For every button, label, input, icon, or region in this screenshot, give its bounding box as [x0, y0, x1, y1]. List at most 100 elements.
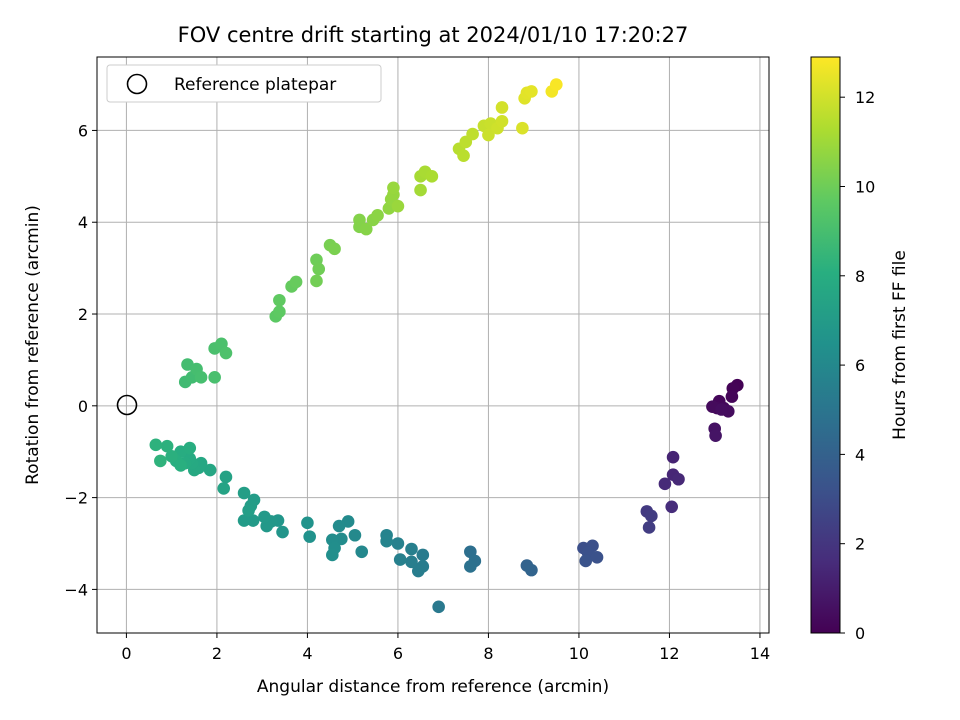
data-point: [160, 439, 174, 453]
data-point: [301, 516, 314, 530]
data-point: [525, 563, 538, 577]
data-point: [579, 554, 593, 568]
colorbar-title: Hours from first FF file: [890, 250, 910, 440]
data-point: [359, 222, 373, 236]
x-tick-label: 12: [659, 644, 679, 663]
data-point: [219, 470, 233, 484]
colorbar-gradient: [810, 56, 841, 634]
y-axis-title: Rotation from reference (arcmin): [23, 205, 43, 485]
x-tick-label: 0: [121, 644, 131, 663]
data-point: [165, 449, 178, 463]
data-point: [642, 521, 656, 534]
data-point: [312, 262, 326, 276]
colorbar-tick-label: 10: [855, 177, 875, 196]
data-point: [242, 504, 255, 517]
colorbar: 0 2 4 6 8 10 12 Hours from first FF file: [810, 56, 910, 643]
x-tick-label: 2: [212, 644, 222, 663]
x-axis-title: Angular distance from reference (arcmin): [257, 677, 609, 697]
colorbar-tick-label: 2: [855, 535, 865, 554]
data-point: [310, 274, 323, 288]
y-tick-label: 6: [78, 121, 88, 140]
data-point: [355, 545, 369, 559]
data-point: [414, 183, 427, 197]
legend-box: [106, 64, 382, 103]
data-point: [174, 459, 188, 472]
data-point: [353, 213, 366, 227]
data-point: [348, 528, 362, 542]
data-point: [516, 121, 529, 135]
colorbar-tick-label: 4: [855, 445, 865, 464]
data-point: [645, 509, 658, 523]
data-point: [525, 85, 538, 98]
data-point: [725, 390, 739, 403]
legend: Reference platepar: [106, 64, 382, 103]
data-point: [411, 564, 425, 578]
data-point: [273, 293, 286, 307]
data-point: [326, 548, 339, 562]
data-point: [183, 441, 197, 455]
x-tick-label: 6: [393, 644, 403, 663]
data-point: [466, 127, 479, 141]
data-point: [246, 514, 260, 527]
data-point: [391, 199, 405, 213]
data-point: [715, 403, 728, 416]
data-point: [237, 514, 251, 527]
colorbar-tick-label: 8: [855, 267, 865, 286]
data-point: [328, 242, 341, 256]
data-point: [335, 532, 348, 546]
x-tick-label: 10: [569, 644, 589, 663]
colorbar-tick-label: 6: [855, 356, 865, 375]
data-point: [432, 600, 445, 614]
legend-marker-icon: [126, 73, 148, 95]
x-tick-label: 4: [302, 644, 312, 663]
colorbar-tick-label: 12: [855, 88, 875, 107]
data-point: [273, 305, 286, 319]
data-point: [194, 371, 208, 384]
data-point: [405, 555, 418, 569]
data-point: [482, 128, 495, 142]
y-axis-ticks: −4 −2 0 2 4 6: [64, 121, 97, 599]
data-point: [149, 438, 163, 452]
data-point: [371, 209, 384, 222]
data-point: [391, 537, 405, 550]
data-point: [203, 463, 217, 477]
data-point: [332, 519, 346, 533]
data-point: [219, 346, 233, 360]
data-point: [425, 170, 439, 183]
data-points: [149, 78, 744, 614]
grid-lines: [97, 57, 769, 633]
data-point: [393, 553, 407, 566]
x-tick-label: 8: [483, 644, 493, 663]
x-axis-ticks: 0 2 4 6 8 10 12 14: [121, 633, 770, 663]
data-point: [289, 275, 303, 289]
data-point: [495, 101, 509, 114]
data-point: [709, 429, 722, 442]
y-tick-label: 0: [78, 397, 88, 416]
x-tick-label: 14: [750, 644, 770, 663]
data-point: [457, 149, 470, 162]
data-point: [208, 371, 221, 384]
y-tick-label: 2: [78, 305, 88, 324]
data-point: [303, 530, 316, 543]
colorbar-tick-label: 0: [855, 624, 865, 643]
y-tick-label: 4: [78, 213, 88, 232]
data-point: [666, 450, 680, 464]
data-point: [276, 525, 289, 539]
y-tick-label: −2: [64, 489, 88, 508]
data-point: [672, 472, 685, 486]
data-point: [495, 114, 509, 128]
data-point: [464, 560, 477, 573]
legend-label: Reference platepar: [174, 75, 336, 95]
data-point: [665, 500, 679, 514]
plot-frame: [96, 56, 770, 634]
data-point: [387, 181, 400, 195]
data-point: [154, 454, 167, 468]
data-point: [217, 482, 231, 495]
y-tick-label: −4: [64, 580, 88, 599]
colorbar-ticks: 0 2 4 6 8 10 12: [840, 88, 875, 643]
chart-title: FOV centre drift starting at 2024/01/10 …: [178, 23, 689, 47]
data-point: [590, 550, 604, 564]
data-point: [380, 534, 393, 548]
reference-platepar-marker: [116, 394, 138, 416]
